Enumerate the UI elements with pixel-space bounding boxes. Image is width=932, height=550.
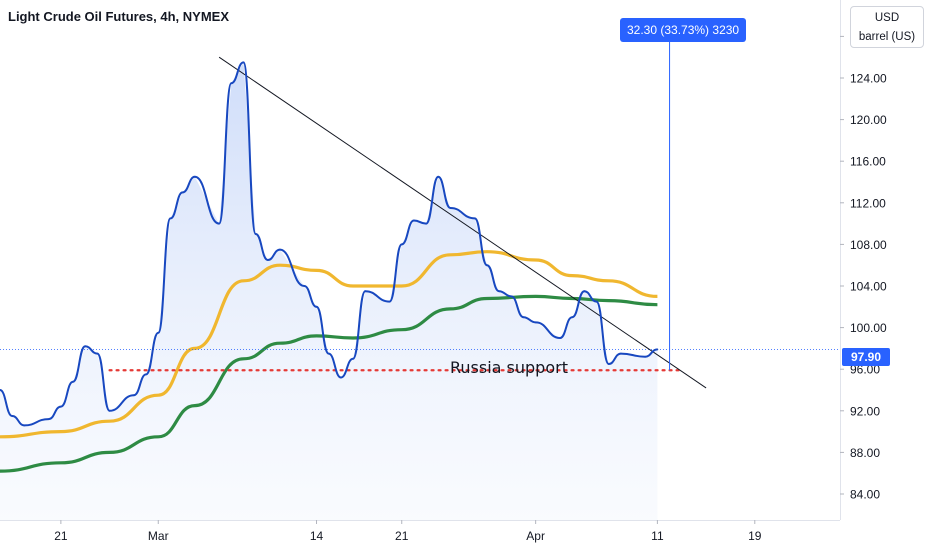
chart-title: Light Crude Oil Futures, 4h, NYMEX [8, 9, 230, 24]
price-point [193, 175, 196, 178]
x-tick-label: Mar [148, 529, 169, 543]
price-point [510, 295, 513, 298]
price-point [72, 380, 74, 383]
price-point [339, 376, 342, 379]
price-point [364, 290, 367, 293]
price-point [437, 175, 440, 178]
x-tick-label: 14 [310, 529, 324, 543]
price-point [473, 217, 476, 220]
current-price-tag: 97.90 [842, 348, 890, 366]
price-point [644, 355, 647, 358]
y-tick-label: 116.00 [850, 155, 886, 169]
x-tick-label: 19 [748, 529, 762, 543]
price-point [619, 352, 622, 355]
price-point [571, 316, 574, 319]
price-point [266, 259, 269, 261]
ma-fast-line [0, 250, 658, 439]
price-point [145, 373, 147, 376]
price-point [59, 405, 62, 408]
price-point [486, 264, 488, 267]
y-tick-label: 96.00 [850, 363, 880, 377]
price-point [327, 352, 330, 355]
price-point [23, 424, 26, 427]
price-point [559, 337, 561, 339]
x-tick-label: 21 [54, 529, 68, 543]
price-point [388, 300, 391, 303]
y-tick-label: 88.00 [850, 446, 880, 460]
x-tick-label: Apr [526, 529, 545, 543]
y-tick-label: 112.00 [850, 196, 886, 210]
y-tick-label: 92.00 [850, 404, 880, 418]
currency-label: USD [874, 12, 900, 24]
y-tick-label: 104.00 [850, 280, 887, 294]
price-point [254, 233, 257, 235]
x-tick-label: 21 [395, 529, 409, 543]
price-point [169, 217, 172, 220]
ma-slow-line [0, 294, 658, 473]
price-point [181, 191, 184, 194]
price-point [303, 285, 306, 287]
price-point [498, 290, 501, 293]
price-area-fill [0, 62, 658, 521]
price-point [656, 348, 659, 351]
y-tick-label: 124.00 [850, 72, 887, 86]
price-point [133, 394, 135, 397]
price-point [108, 409, 111, 412]
price-point [449, 207, 452, 209]
price-point [96, 352, 99, 355]
y-tick-label: 100.00 [850, 321, 887, 335]
measure-label: 32.30 (33.73%) 3230 [620, 18, 747, 42]
price-point [84, 345, 87, 348]
y-tick-label: 84.00 [850, 488, 880, 502]
price-point [315, 305, 318, 308]
price-point [157, 331, 160, 334]
price-point [242, 61, 245, 64]
price-scale-bg [840, 0, 932, 550]
price-point [425, 222, 427, 225]
x-tick-label: 11 [651, 529, 664, 543]
price-point [522, 316, 525, 319]
price-point [595, 300, 598, 303]
price-point [279, 248, 281, 251]
russia-support-annotation: Russia support [450, 358, 568, 377]
y-tick-label: 108.00 [850, 238, 887, 252]
price-point [352, 357, 354, 360]
price-point [11, 415, 14, 417]
price-point [47, 418, 50, 421]
price-point [583, 290, 586, 293]
price-point [400, 243, 403, 246]
y-tick-label: 120.00 [850, 113, 887, 127]
price-point [0, 389, 1, 391]
descending-trendline [218, 56, 707, 389]
price-point [607, 363, 610, 365]
price-point [534, 321, 537, 324]
unit-label: barrel (US) [858, 31, 916, 43]
price-point [218, 222, 221, 225]
currency-unit-selector[interactable]: USD barrel (US) [850, 6, 924, 48]
price-point [413, 219, 415, 222]
price-point [230, 82, 233, 85]
